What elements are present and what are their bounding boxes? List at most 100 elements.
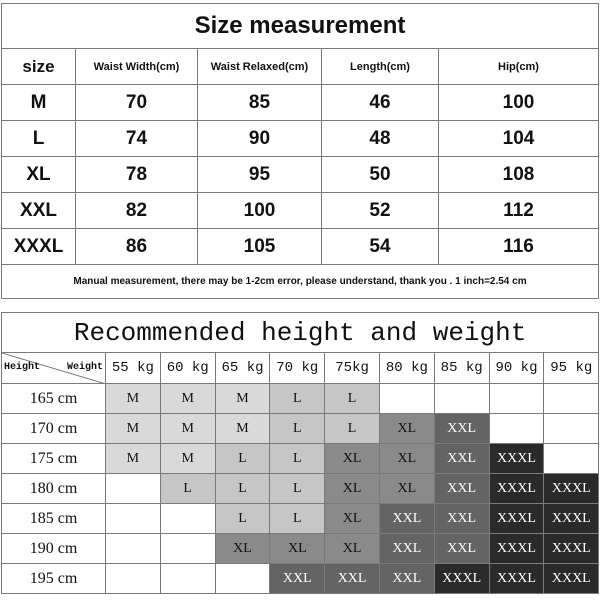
size-table-title: Size measurement bbox=[1, 3, 599, 49]
size-cell: M bbox=[159, 413, 216, 444]
size-cell: L bbox=[159, 473, 216, 504]
corner-weight-label: Weight bbox=[66, 362, 103, 373]
height-label: 190 cm bbox=[1, 533, 106, 564]
measurement-cell: 95 bbox=[197, 156, 322, 193]
column-header: Waist Relaxed(cm) bbox=[197, 48, 322, 85]
size-cell bbox=[159, 533, 216, 564]
size-cell bbox=[105, 533, 161, 564]
table-row: 180 cm L L L XL XL XXL XXXL XXXL bbox=[1, 473, 600, 504]
size-cell: XXXL bbox=[488, 503, 545, 534]
size-cell bbox=[543, 413, 600, 444]
weight-header: 90 kg bbox=[488, 352, 545, 384]
size-label: XXXL bbox=[1, 228, 76, 265]
size-cell: XXL bbox=[433, 503, 490, 534]
size-cell: M bbox=[105, 413, 161, 444]
size-cell bbox=[543, 443, 600, 474]
measurement-cell: 116 bbox=[438, 228, 599, 265]
size-cell bbox=[378, 383, 435, 414]
size-cell: XL bbox=[324, 473, 380, 504]
size-cell: XL bbox=[324, 503, 380, 534]
size-cell: L bbox=[269, 413, 326, 444]
size-label: M bbox=[1, 84, 76, 121]
size-cell: XXXL bbox=[488, 443, 545, 474]
measurement-cell: 74 bbox=[75, 120, 198, 157]
measurement-cell: 70 bbox=[75, 84, 198, 121]
size-measurement-table: Size measurement size Waist Width(cm) Wais… bbox=[1, 3, 599, 299]
height-weight-corner-cell: Height Weight bbox=[1, 352, 106, 384]
measurement-cell: 85 bbox=[197, 84, 322, 121]
size-cell: M bbox=[105, 383, 161, 414]
size-cell bbox=[105, 563, 161, 594]
size-cell: XXXL bbox=[543, 473, 600, 504]
size-cell: XL bbox=[378, 443, 435, 474]
size-cell bbox=[488, 413, 545, 444]
measurement-cell: 54 bbox=[321, 228, 439, 265]
diagonal-divider bbox=[2, 353, 106, 384]
size-cell: XXXL bbox=[543, 563, 600, 594]
size-cell: L bbox=[324, 383, 380, 414]
table-row: 170 cm M M M L L XL XXL bbox=[1, 413, 600, 444]
weight-header: 60 kg bbox=[159, 352, 216, 384]
size-cell: XXL bbox=[378, 563, 435, 594]
height-label: 170 cm bbox=[1, 413, 106, 444]
size-cell: XXL bbox=[433, 443, 490, 474]
size-cell: L bbox=[214, 503, 271, 534]
corner-height-label: Height bbox=[4, 362, 41, 373]
size-cell: M bbox=[214, 383, 271, 414]
height-label: 175 cm bbox=[1, 443, 106, 474]
size-cell: L bbox=[269, 443, 326, 474]
size-cell bbox=[488, 383, 545, 414]
weight-header: 75kg bbox=[324, 352, 380, 384]
size-cell bbox=[543, 383, 600, 414]
column-header: size bbox=[1, 48, 76, 85]
weight-header: 95 kg bbox=[543, 352, 600, 384]
size-cell bbox=[214, 563, 271, 594]
measurement-cell: 90 bbox=[197, 120, 322, 157]
measurement-cell: 108 bbox=[438, 156, 599, 193]
table-row: M 70 85 46 100 bbox=[1, 84, 599, 121]
size-cell: XXL bbox=[433, 533, 490, 564]
table-row: 165 cm M M M L L bbox=[1, 383, 600, 414]
size-cell bbox=[159, 563, 216, 594]
height-label: 185 cm bbox=[1, 503, 106, 534]
size-cell: L bbox=[269, 503, 326, 534]
size-cell: L bbox=[324, 413, 380, 444]
measurement-cell: 78 bbox=[75, 156, 198, 193]
size-cell: XL bbox=[378, 413, 435, 444]
height-label: 180 cm bbox=[1, 473, 106, 504]
size-cell: XXXL bbox=[433, 563, 490, 594]
table-row: XXL 82 100 52 112 bbox=[1, 192, 599, 229]
recommend-table-title: Recommended height and weight bbox=[0, 312, 600, 353]
column-header: Hip(cm) bbox=[438, 48, 599, 85]
size-label: XXL bbox=[1, 192, 76, 229]
recommended-height-weight-table: Recommended height and weight Height Wei… bbox=[0, 312, 600, 594]
size-cell: XL bbox=[324, 443, 380, 474]
size-cell: XL bbox=[324, 533, 380, 564]
size-cell: XXL bbox=[433, 413, 490, 444]
table-row: XXXL 86 105 54 116 bbox=[1, 228, 599, 265]
table-row: 195 cm XXL XXL XXL XXXL XXXL XXXL bbox=[1, 563, 600, 594]
weight-header: 70 kg bbox=[269, 352, 326, 384]
measurement-cell: 82 bbox=[75, 192, 198, 229]
weight-header: 85 kg bbox=[433, 352, 490, 384]
size-cell: XXXL bbox=[488, 533, 545, 564]
measurement-cell: 52 bbox=[321, 192, 439, 229]
table-row: L 74 90 48 104 bbox=[1, 120, 599, 157]
size-cell: XXXL bbox=[543, 503, 600, 534]
size-cell: L bbox=[269, 383, 326, 414]
weight-header: 80 kg bbox=[378, 352, 435, 384]
table-row: XL 78 95 50 108 bbox=[1, 156, 599, 193]
measurement-cell: 100 bbox=[438, 84, 599, 121]
weight-header: 65 kg bbox=[214, 352, 271, 384]
size-label: L bbox=[1, 120, 76, 157]
table-row: 175 cm M M L L XL XL XXL XXXL bbox=[1, 443, 600, 474]
size-cell: XXL bbox=[324, 563, 380, 594]
size-cell: XXXL bbox=[488, 473, 545, 504]
size-cell: XXL bbox=[433, 473, 490, 504]
size-cell bbox=[159, 503, 216, 534]
size-cell: XXL bbox=[269, 563, 326, 594]
measurement-cell: 104 bbox=[438, 120, 599, 157]
size-cell: L bbox=[214, 443, 271, 474]
column-header: Waist Width(cm) bbox=[75, 48, 198, 85]
height-label: 165 cm bbox=[1, 383, 106, 414]
